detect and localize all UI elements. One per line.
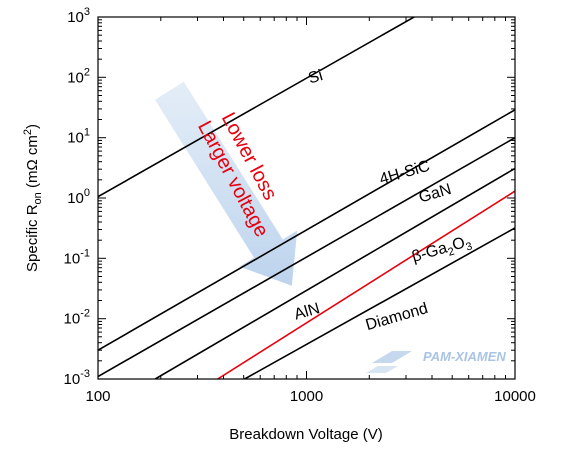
series-label-diamond: Diamond (364, 300, 430, 334)
direction-arrow (155, 81, 298, 286)
x-axis-title: Breakdown Voltage (V) (229, 426, 382, 443)
y-tick-label: 10-2 (64, 308, 90, 328)
x-tick-label: 1000 (290, 388, 323, 405)
y-tick-label: 102 (67, 66, 90, 86)
watermark-logo: PAM-XIAMEN (366, 349, 506, 373)
y-axis-title-close: ) (24, 124, 41, 129)
x-tick-label: 10000 (494, 388, 536, 405)
y-tick-label: 103 (67, 6, 90, 26)
series-label-si: Si (306, 67, 324, 87)
series-line-4h-sic (98, 109, 515, 351)
series-label-aln: AlN (292, 300, 321, 323)
direction-arrow-shape (155, 81, 298, 286)
y-tick-label: 101 (67, 127, 90, 147)
series-label-gan: GaN (417, 181, 453, 206)
series-line-si (98, 17, 415, 198)
x-tick-label: 100 (85, 388, 110, 405)
y-axis-title: Specific Ron (mΩ cm2) (22, 124, 44, 272)
y-axis-title-prefix: Specific R (24, 204, 41, 272)
y-tick-label: 10-1 (64, 247, 90, 267)
series-line-gan (98, 137, 515, 378)
series-line-ga-o (154, 167, 515, 379)
watermark-logo-icon (372, 351, 412, 363)
series-label-ga2o3: β-Ga2O3 (410, 233, 474, 269)
watermark-text: PAM-XIAMEN (423, 349, 506, 364)
series-label-4h-sic: 4H-SiC (378, 158, 432, 189)
y-axis-title-superscript: 2 (22, 129, 34, 135)
y-axis-title-subscript: on (32, 192, 44, 204)
series-lines (98, 17, 515, 379)
axis-ticks: 100 1000 10000 10-3 10-2 10-1 100 101 102 103 (64, 6, 536, 405)
watermark-logo-icon-lower (366, 366, 398, 373)
y-axis-title-unit: (mΩ cm (24, 135, 41, 192)
y-tick-label: 10-3 (64, 368, 90, 388)
series-line-aln (217, 190, 515, 379)
series-line-diamond (244, 227, 515, 379)
y-tick-label: 100 (67, 187, 90, 207)
